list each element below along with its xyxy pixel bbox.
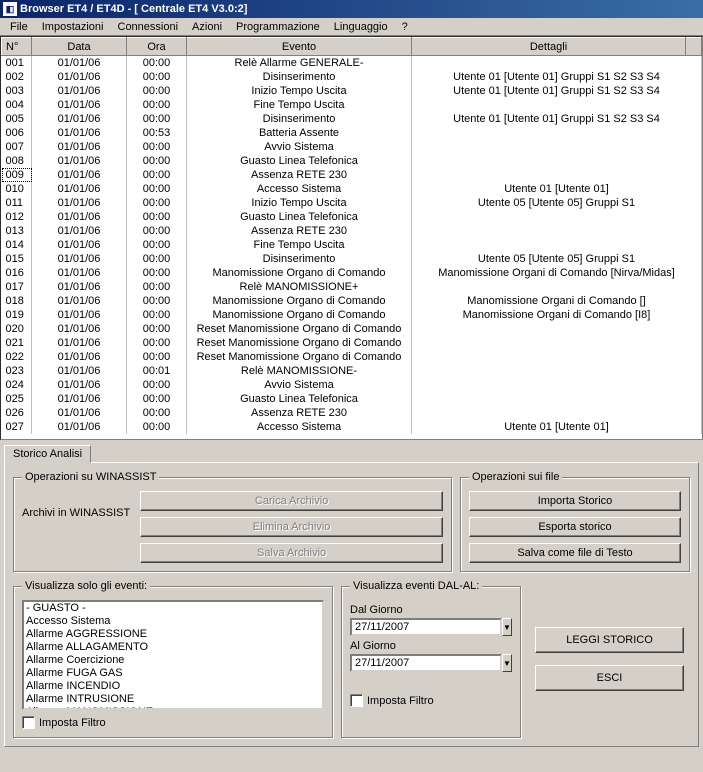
table-row[interactable]: 02401/01/0600:00Avvio Sistema <box>2 378 702 392</box>
fieldset-filter-events: Visualizza solo gli eventi: - GUASTO -Ac… <box>13 580 333 738</box>
list-item[interactable]: Allarme MANOMISSIONE <box>24 706 322 710</box>
table-row[interactable]: 00401/01/0600:00Fine Tempo Uscita <box>2 98 702 112</box>
table-row[interactable]: 00601/01/0600:53Batteria Assente <box>2 126 702 140</box>
window-title: Browser ET4 / ET4D - [ Centrale ET4 V3.0… <box>20 3 247 15</box>
imposta-filtro-label-2: Imposta Filtro <box>367 695 434 707</box>
col-evento[interactable]: Evento <box>187 38 412 56</box>
imposta-filtro-checkbox-1[interactable] <box>22 716 35 729</box>
esci-button[interactable]: ESCI <box>535 665 684 691</box>
dal-giorno-input[interactable] <box>350 618 502 636</box>
table-row[interactable]: 02101/01/0600:00Reset Manomissione Organ… <box>2 336 702 350</box>
table-row[interactable]: 02701/01/0600:00Accesso SistemaUtente 01… <box>2 420 702 434</box>
menu-help[interactable]: ? <box>395 21 415 33</box>
menu-file[interactable]: File <box>3 21 35 33</box>
tab-strip: Storico Analisi Operazioni su WINASSIST … <box>0 440 703 747</box>
table-row[interactable]: 01801/01/0600:00Manomissione Organo di C… <box>2 294 702 308</box>
table-row[interactable]: 01001/01/0600:00Accesso SistemaUtente 01… <box>2 182 702 196</box>
carica-archivio-button[interactable]: Carica Archivio <box>140 491 443 511</box>
table-row[interactable]: 02001/01/0600:00Reset Manomissione Organ… <box>2 322 702 336</box>
col-n[interactable]: N° <box>2 38 32 56</box>
list-item[interactable]: Allarme ALLAGAMENTO <box>24 641 322 654</box>
list-item[interactable]: Allarme FUGA GAS <box>24 667 322 680</box>
menu-programmazione[interactable]: Programmazione <box>229 21 327 33</box>
table-row[interactable]: 00901/01/0600:00Assenza RETE 230 <box>2 168 702 182</box>
table-row[interactable]: 01501/01/0600:00DisinserimentoUtente 05 … <box>2 252 702 266</box>
menu-azioni[interactable]: Azioni <box>185 21 229 33</box>
table-row[interactable]: 02501/01/0600:00Guasto Linea Telefonica <box>2 392 702 406</box>
table-row[interactable]: 00101/01/0600:00Relè Allarme GENERALE- <box>2 56 702 70</box>
menu-connessioni[interactable]: Connessioni <box>111 21 186 33</box>
table-row[interactable]: 01301/01/0600:00Assenza RETE 230 <box>2 224 702 238</box>
table-row[interactable]: 01701/01/0600:00Relè MANOMISSIONE+ <box>2 280 702 294</box>
legend-winassist: Operazioni su WINASSIST <box>22 471 159 483</box>
table-row[interactable]: 00701/01/0600:00Avvio Sistema <box>2 140 702 154</box>
al-giorno-label: Al Giorno <box>350 640 512 652</box>
leggi-storico-button[interactable]: LEGGI STORICO <box>535 627 684 653</box>
legend-dalal: Visualizza eventi DAL-AL: <box>350 580 482 592</box>
salva-archivio-button[interactable]: Salva Archivio <box>140 543 443 563</box>
list-item[interactable]: Allarme INTRUSIONE <box>24 693 322 706</box>
tab-storico-analisi[interactable]: Storico Analisi <box>4 445 91 463</box>
table-row[interactable]: 02301/01/0600:01Relè MANOMISSIONE- <box>2 364 702 378</box>
list-item[interactable]: - GUASTO - <box>24 602 322 615</box>
esporta-storico-button[interactable]: Esporta storico <box>469 517 681 537</box>
dal-dropdown-arrow[interactable]: ▼ <box>502 618 512 636</box>
elimina-archivio-button[interactable]: Elimina Archivio <box>140 517 443 537</box>
al-giorno-input[interactable] <box>350 654 502 672</box>
list-item[interactable]: Allarme INCENDIO <box>24 680 322 693</box>
list-item[interactable]: Allarme AGGRESSIONE <box>24 628 322 641</box>
table-row[interactable]: 01201/01/0600:00Guasto Linea Telefonica <box>2 210 702 224</box>
table-row[interactable]: 01601/01/0600:00Manomissione Organo di C… <box>2 266 702 280</box>
app-icon: ◧ <box>3 2 17 16</box>
imposta-filtro-label-1: Imposta Filtro <box>39 717 106 729</box>
menu-impostazioni[interactable]: Impostazioni <box>35 21 111 33</box>
dal-giorno-label: Dal Giorno <box>350 604 512 616</box>
events-listbox[interactable]: - GUASTO -Accesso SistemaAllarme AGGRESS… <box>22 600 324 710</box>
table-row[interactable]: 01101/01/0600:00Inizio Tempo UscitaUtent… <box>2 196 702 210</box>
fieldset-file: Operazioni sui file Importa Storico Espo… <box>460 471 690 572</box>
table-row[interactable]: 00501/01/0600:00DisinserimentoUtente 01 … <box>2 112 702 126</box>
table-row[interactable]: 02601/01/0600:00Assenza RETE 230 <box>2 406 702 420</box>
list-item[interactable]: Allarme Coercizione <box>24 654 322 667</box>
imposta-filtro-checkbox-2[interactable] <box>350 694 363 707</box>
table-row[interactable]: 01901/01/0600:00Manomissione Organo di C… <box>2 308 702 322</box>
col-dettagli[interactable]: Dettagli <box>412 38 686 56</box>
fieldset-winassist: Operazioni su WINASSIST Archivi in WINAS… <box>13 471 452 572</box>
col-data[interactable]: Data <box>32 38 127 56</box>
menu-linguaggio[interactable]: Linguaggio <box>327 21 395 33</box>
importa-storico-button[interactable]: Importa Storico <box>469 491 681 511</box>
archivi-label: Archivi in WINASSIST <box>22 491 130 519</box>
table-row[interactable]: 00301/01/0600:00Inizio Tempo UscitaUtent… <box>2 84 702 98</box>
col-scroll <box>686 38 702 56</box>
legend-file: Operazioni sui file <box>469 471 562 483</box>
table-row[interactable]: 00801/01/0600:00Guasto Linea Telefonica <box>2 154 702 168</box>
table-row[interactable]: 00201/01/0600:00DisinserimentoUtente 01 … <box>2 70 702 84</box>
table-row[interactable]: 01401/01/0600:00Fine Tempo Uscita <box>2 238 702 252</box>
legend-filter: Visualizza solo gli eventi: <box>22 580 150 592</box>
event-table[interactable]: N° Data Ora Evento Dettagli 00101/01/060… <box>0 36 703 440</box>
table-row[interactable]: 02201/01/0600:00Reset Manomissione Organ… <box>2 350 702 364</box>
menubar: File Impostazioni Connessioni Azioni Pro… <box>0 18 703 36</box>
col-ora[interactable]: Ora <box>127 38 187 56</box>
al-dropdown-arrow[interactable]: ▼ <box>502 654 512 672</box>
salva-testo-button[interactable]: Salva come file di Testo <box>469 543 681 563</box>
titlebar: ◧ Browser ET4 / ET4D - [ Centrale ET4 V3… <box>0 0 703 18</box>
list-item[interactable]: Accesso Sistema <box>24 615 322 628</box>
fieldset-dal-al: Visualizza eventi DAL-AL: Dal Giorno ▼ A… <box>341 580 521 738</box>
